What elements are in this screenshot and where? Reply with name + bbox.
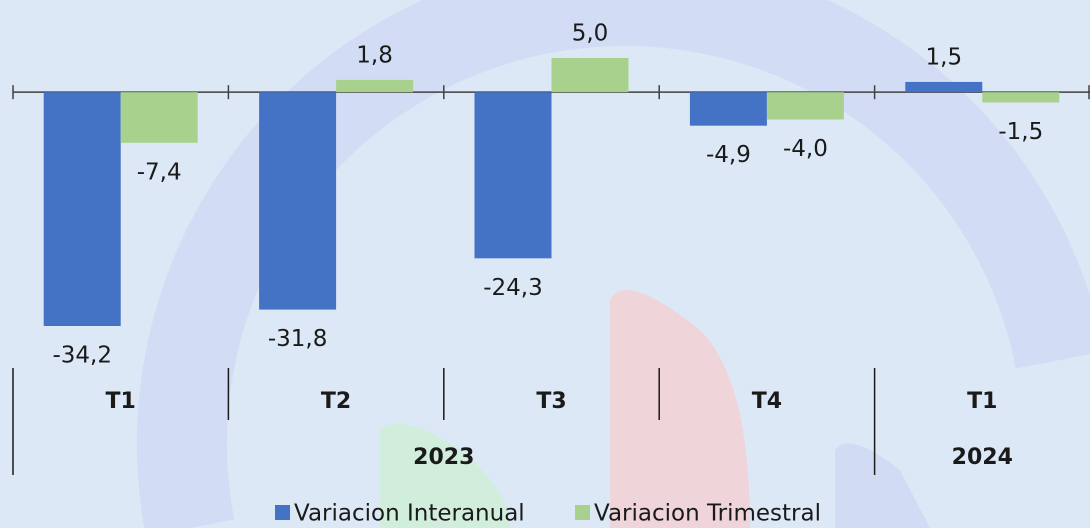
bar xyxy=(982,92,1060,103)
legend-swatch xyxy=(575,505,590,520)
data-label: -4,9 xyxy=(706,142,751,168)
data-label: -1,5 xyxy=(998,119,1043,145)
bar xyxy=(689,92,767,126)
x-tick-label: T2 xyxy=(321,389,351,414)
x-tick-label: T1 xyxy=(967,389,997,414)
bar xyxy=(43,92,121,326)
group-label: 2024 xyxy=(952,445,1013,470)
bar xyxy=(120,92,198,143)
bar xyxy=(336,79,414,93)
bar xyxy=(766,92,844,120)
legend-label: Variacion Trimestral xyxy=(594,501,821,527)
bar xyxy=(905,81,983,93)
x-tick-label: T4 xyxy=(752,389,782,414)
data-label: -24,3 xyxy=(483,275,543,301)
bar xyxy=(474,92,552,259)
data-label: 5,0 xyxy=(572,21,609,47)
data-label: -34,2 xyxy=(52,343,112,369)
data-label: 1,8 xyxy=(356,42,393,68)
data-label: -31,8 xyxy=(268,326,328,352)
bar xyxy=(259,92,337,310)
x-tick-label: T3 xyxy=(536,389,566,414)
watermark xyxy=(136,0,1090,528)
legend-swatch xyxy=(275,505,290,520)
data-label: -4,0 xyxy=(783,136,828,162)
group-label: 2023 xyxy=(413,445,474,470)
data-label: -7,4 xyxy=(137,159,182,185)
legend-label: Variacion Interanual xyxy=(294,501,525,527)
x-tick-label: T1 xyxy=(106,389,136,414)
data-label: 1,5 xyxy=(926,44,963,70)
bar xyxy=(551,58,629,93)
